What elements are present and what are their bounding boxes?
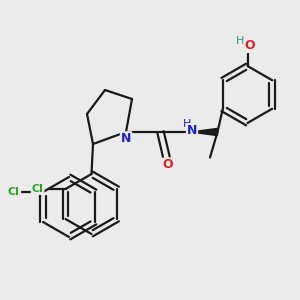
Text: O: O — [163, 158, 173, 172]
Text: Cl: Cl — [32, 184, 44, 194]
Text: O: O — [244, 39, 255, 52]
Text: H: H — [236, 36, 244, 46]
Text: N: N — [187, 124, 197, 137]
Text: Cl: Cl — [8, 187, 20, 197]
Text: H: H — [183, 118, 192, 129]
Text: N: N — [121, 132, 131, 145]
Polygon shape — [190, 128, 218, 136]
